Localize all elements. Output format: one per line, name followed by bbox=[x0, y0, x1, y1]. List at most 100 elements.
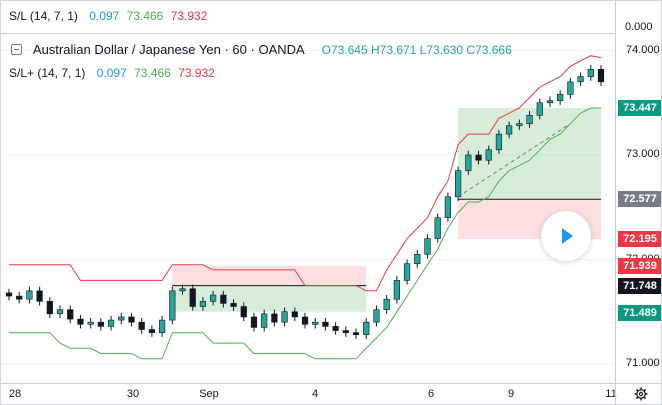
candle-body bbox=[67, 309, 74, 320]
candle-body bbox=[97, 321, 104, 327]
indicator-value-1: 0.097 bbox=[89, 9, 120, 23]
lower-stop-line bbox=[9, 107, 601, 360]
data-source: OANDA bbox=[258, 42, 304, 57]
price-tick: 73.000 bbox=[626, 148, 660, 160]
play-icon bbox=[562, 228, 573, 244]
candle-body bbox=[107, 319, 115, 327]
candle-body bbox=[454, 170, 462, 198]
time-tick: 6 bbox=[427, 388, 435, 400]
trend-line bbox=[457, 123, 571, 198]
main-indicator-legend[interactable]: S/L+ (14, 7, 1) 0.097 73.466 73.932 bbox=[9, 66, 215, 80]
candle-body bbox=[210, 294, 217, 302]
candle-body bbox=[424, 238, 431, 255]
candle-body bbox=[465, 154, 472, 171]
candle-body bbox=[36, 290, 43, 302]
price-chart[interactable] bbox=[1, 34, 615, 383]
candle-body bbox=[291, 311, 298, 318]
symbol-title[interactable]: Australian Dollar / Japanese Yen · 60 · … bbox=[11, 42, 512, 57]
title-separator: · bbox=[224, 42, 229, 57]
candle-body bbox=[87, 321, 94, 325]
candle-body bbox=[363, 321, 370, 336]
candle-body bbox=[332, 326, 339, 331]
time-tick: 4 bbox=[311, 388, 319, 400]
time-tick: 11 bbox=[605, 388, 617, 400]
price-tag: 73.447 bbox=[618, 100, 661, 117]
candle-body bbox=[281, 311, 288, 323]
price-tag: 71.939 bbox=[618, 257, 661, 274]
candle-body bbox=[77, 318, 84, 325]
indicator-value-3: 73.932 bbox=[170, 9, 208, 23]
time-tick: Sep bbox=[199, 388, 219, 400]
price-tick: 74.000 bbox=[626, 43, 660, 56]
candle-body bbox=[199, 300, 207, 307]
price-tag: 72.577 bbox=[618, 191, 661, 208]
candle-body bbox=[179, 288, 186, 292]
candle-body bbox=[250, 316, 258, 328]
candle-body bbox=[342, 330, 349, 333]
candle-body bbox=[301, 316, 309, 325]
candle-body bbox=[128, 316, 135, 323]
candle-body bbox=[271, 313, 278, 323]
candle-body bbox=[414, 253, 421, 264]
indicator-value-2: 73.466 bbox=[126, 9, 164, 23]
gear-icon[interactable] bbox=[634, 387, 648, 401]
price-tag: 72.195 bbox=[618, 231, 661, 248]
candle-body bbox=[322, 321, 329, 327]
time-tick: 30 bbox=[126, 388, 140, 400]
collapse-icon[interactable] bbox=[11, 44, 22, 55]
price-pane[interactable]: Australian Dollar / Japanese Yen · 60 · … bbox=[1, 34, 615, 383]
stop-zone bbox=[172, 265, 367, 286]
top-axis-tick: 0.000 bbox=[625, 21, 653, 33]
indicator-legend[interactable]: S/L (14, 7, 1) 0.097 73.466 73.932 bbox=[9, 9, 207, 23]
candle-body bbox=[352, 332, 360, 336]
grid-lines bbox=[1, 50, 615, 365]
candle-body bbox=[597, 69, 605, 83]
indicator-value-3: 73.932 bbox=[178, 66, 215, 80]
candle-body bbox=[536, 102, 543, 116]
candle-body bbox=[46, 300, 53, 315]
play-button[interactable] bbox=[541, 211, 591, 261]
candle-body bbox=[526, 114, 533, 124]
settings-corner[interactable] bbox=[615, 383, 661, 404]
horizontal-lines bbox=[457, 123, 571, 198]
upper-stop-line bbox=[9, 55, 602, 292]
title-separator: · bbox=[250, 42, 255, 57]
interval: 60 bbox=[232, 42, 247, 57]
candle-body bbox=[485, 149, 492, 161]
candle-body bbox=[118, 316, 125, 321]
candle-body bbox=[373, 309, 380, 323]
candle-body bbox=[189, 288, 196, 307]
candle-body bbox=[546, 100, 554, 104]
time-axis[interactable]: 28 30 Sep 4 6 9 11 bbox=[1, 383, 617, 404]
target-zone bbox=[172, 285, 367, 312]
candle-body bbox=[434, 217, 441, 239]
candle-body bbox=[475, 154, 482, 161]
candle-body bbox=[403, 263, 411, 281]
candle-body bbox=[158, 319, 166, 333]
candle-body bbox=[56, 309, 64, 315]
trailing-stop-lines bbox=[9, 55, 602, 360]
ohlc-values: O73.645 H73.671 L73.630 C73.666 bbox=[321, 43, 512, 57]
candle-body bbox=[506, 125, 513, 135]
price-tick: 71.000 bbox=[626, 357, 660, 369]
indicator-name: S/L+ (14, 7, 1) bbox=[9, 66, 86, 80]
candle-body bbox=[5, 292, 13, 297]
instrument-name: Australian Dollar / Japanese Yen bbox=[32, 42, 221, 57]
indicator-name: S/L (14, 7, 1) bbox=[9, 9, 78, 23]
candle-body bbox=[261, 313, 268, 328]
indicator-value-1: 0.097 bbox=[96, 66, 127, 80]
candle-body bbox=[312, 321, 319, 325]
candle-body bbox=[587, 69, 594, 77]
candle-body bbox=[220, 294, 227, 304]
price-tag: 71.748 bbox=[618, 277, 661, 294]
time-tick: 9 bbox=[507, 388, 515, 400]
candle-body bbox=[148, 329, 156, 333]
time-tick: 28 bbox=[8, 388, 22, 400]
indicator-value-2: 73.466 bbox=[134, 66, 171, 80]
candle-body bbox=[169, 290, 176, 321]
candle-body bbox=[516, 123, 523, 127]
indicator-pane[interactable]: S/L (14, 7, 1) 0.097 73.466 73.932 bbox=[1, 1, 615, 34]
candle-body bbox=[495, 133, 503, 151]
price-tag: 71.489 bbox=[618, 304, 661, 321]
